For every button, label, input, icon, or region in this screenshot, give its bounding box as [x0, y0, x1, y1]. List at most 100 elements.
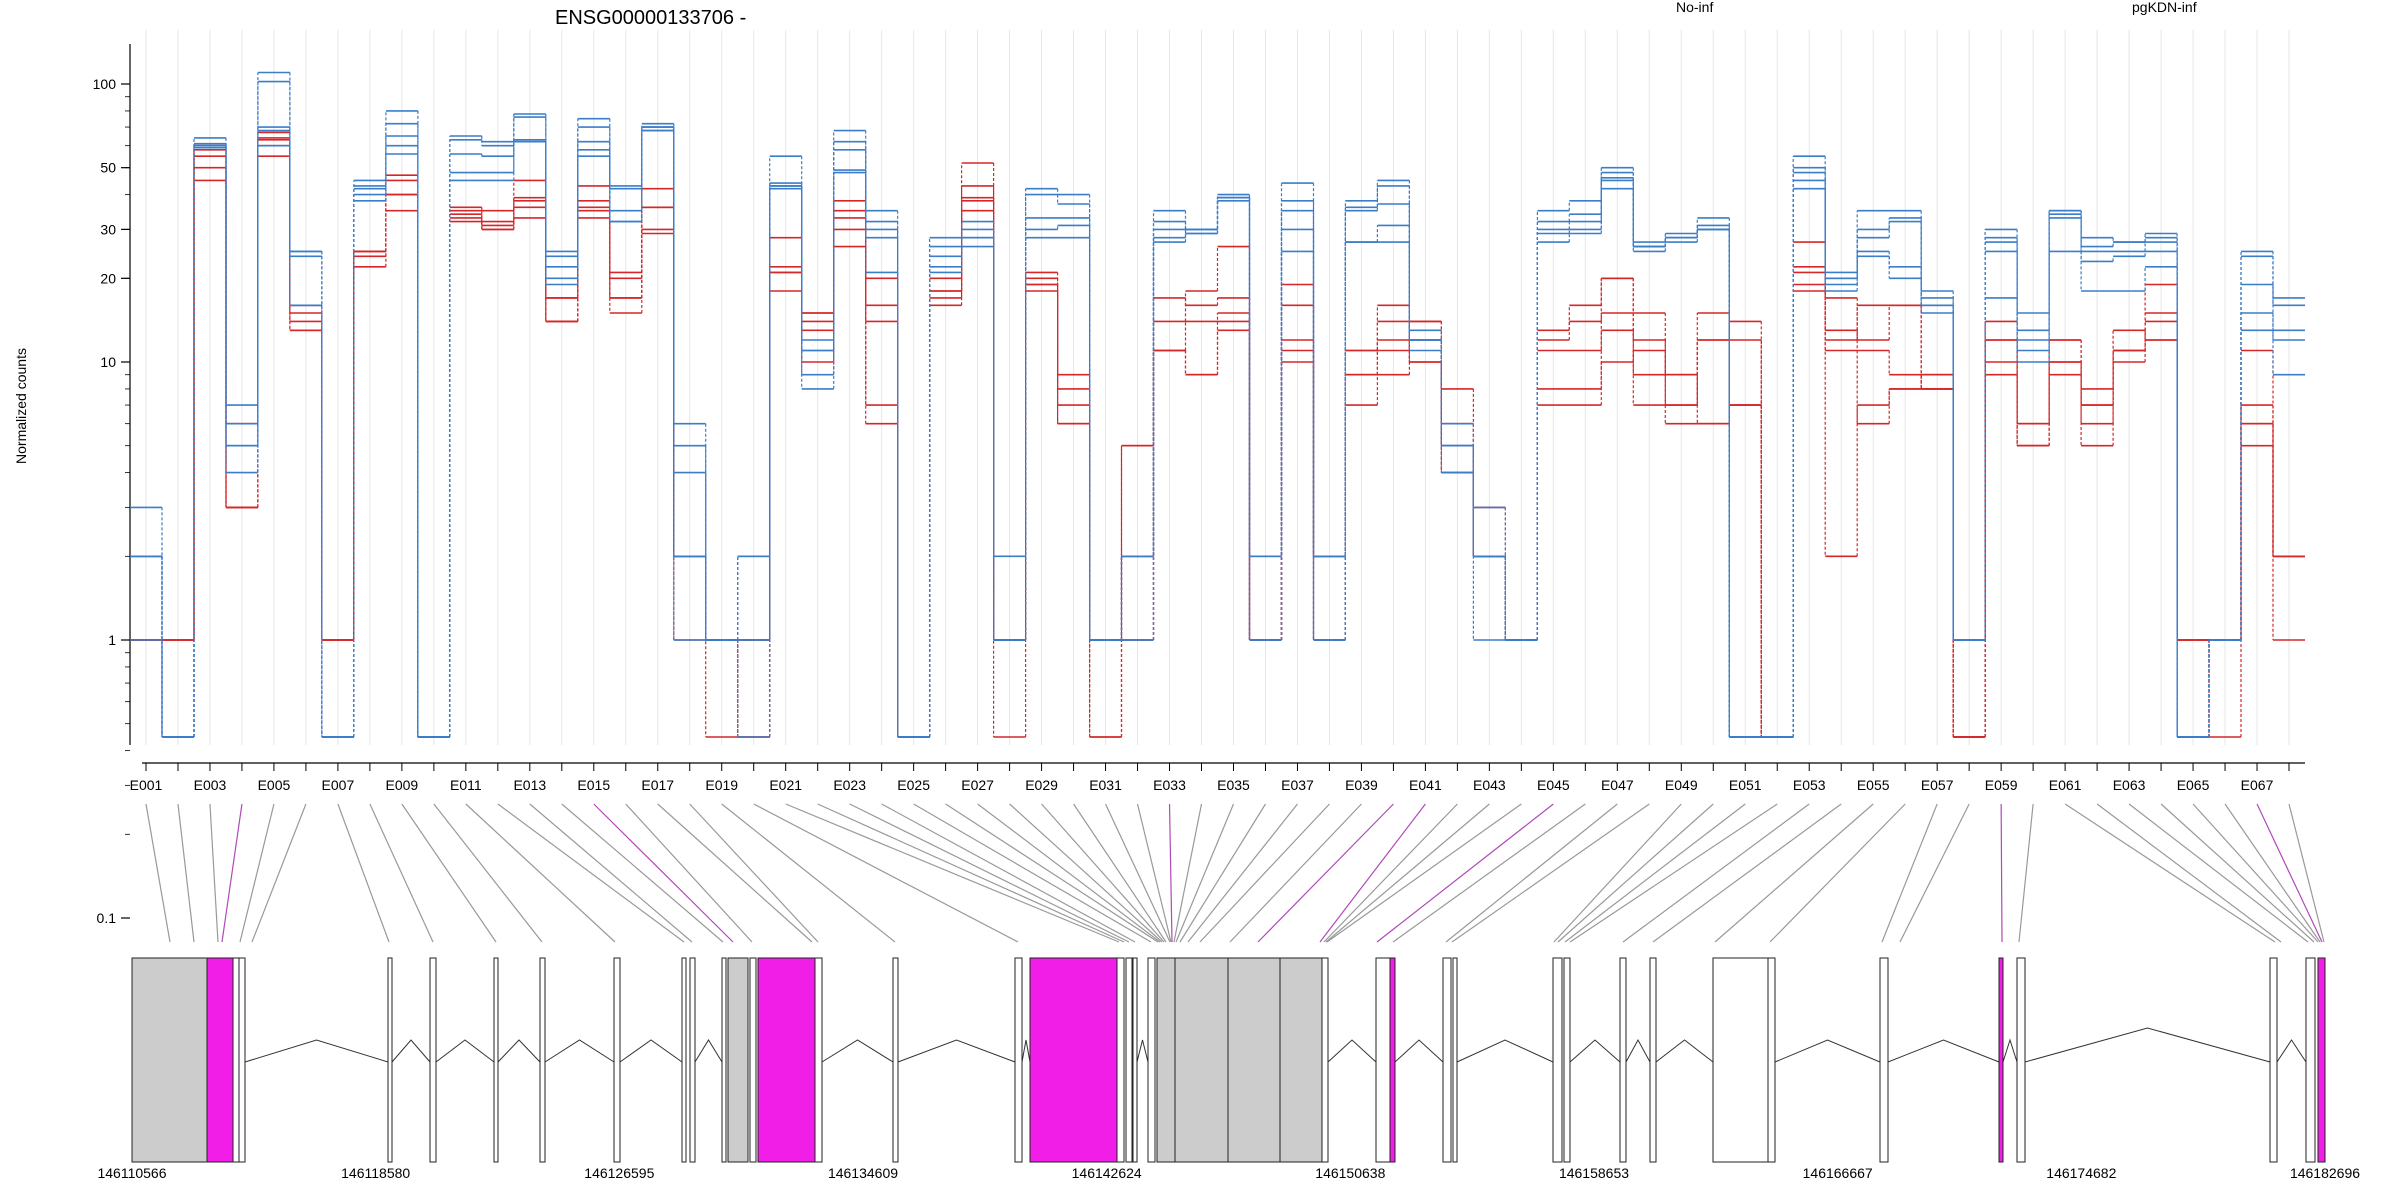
connector-E029	[1041, 803, 1165, 943]
exon-block-22	[1147, 957, 1156, 1163]
intron-41	[2276, 1039, 2307, 1063]
intron-17	[1021, 1039, 1031, 1063]
x-tick-label-E041: E041	[1409, 777, 1442, 793]
genomic-tick-label: 146142624	[1072, 1165, 1142, 1181]
connector-E024	[881, 803, 1136, 943]
exon-block-29	[1389, 957, 1396, 1163]
intron-39	[2002, 1038, 2018, 1063]
exon-block-43	[2317, 957, 2326, 1163]
exon-block-14	[757, 957, 816, 1163]
connector-E031	[1105, 803, 1171, 943]
connector-E040	[1257, 803, 1394, 943]
intron-33	[1569, 1039, 1621, 1063]
intron-40	[2024, 1027, 2271, 1063]
genomic-tick-label: 146126595	[584, 1165, 654, 1181]
exon-block-8	[613, 957, 621, 1163]
x-tick-label-E065: E065	[2177, 777, 2210, 793]
intron-29	[1394, 1039, 1444, 1063]
connector-E054	[1652, 803, 1842, 943]
exon-block-41	[2269, 957, 2278, 1163]
connector-E006	[251, 803, 307, 943]
connector-E008	[369, 803, 434, 943]
x-tick-label-E025: E025	[897, 777, 930, 793]
series-line-2-No-inf	[130, 144, 2305, 738]
connector-E028	[1009, 803, 1163, 943]
intron-27	[1327, 1039, 1377, 1063]
exon-block-4	[387, 957, 393, 1163]
x-tick-label-E047: E047	[1601, 777, 1634, 793]
intron-16	[897, 1039, 1016, 1063]
connector-E046	[1392, 803, 1586, 943]
intron-6	[497, 1039, 541, 1063]
exon-block-39	[1998, 957, 2004, 1163]
connector-E016	[625, 803, 753, 943]
series-connector-2-No-inf	[193, 145, 2274, 737]
series-line-9-pgKDN-inf	[130, 129, 2305, 738]
connector-E030	[1073, 803, 1167, 943]
genomic-tick-label: 146174682	[2046, 1165, 2116, 1181]
exon-block-12	[727, 957, 749, 1163]
exon-block-25	[1227, 957, 1281, 1163]
exon-block-26	[1279, 957, 1323, 1163]
intron-3	[244, 1039, 389, 1063]
connector-E026	[945, 803, 1159, 943]
exon-block-33	[1563, 957, 1571, 1163]
connector-E045	[1376, 803, 1554, 943]
x-tick-label-E007: E007	[322, 777, 355, 793]
intron-37	[1774, 1039, 1881, 1063]
connector-E014	[561, 803, 724, 943]
legend-no-inf: No-inf	[1676, 0, 1713, 15]
connector-E025	[913, 803, 1152, 943]
x-tick-label-E031: E031	[1089, 777, 1122, 793]
connector-E052	[1569, 803, 1778, 943]
x-tick-label-E033: E033	[1153, 777, 1186, 793]
connector-E012	[497, 803, 685, 943]
exon-axis: E001 E003 E005 E007 E009 E011 E013 E015 E017 E019…	[130, 762, 2305, 793]
exon-block-0	[131, 957, 208, 1163]
connector-E049	[1553, 803, 1682, 943]
connector-E039	[1229, 803, 1362, 943]
intron-4	[391, 1039, 431, 1063]
genomic-tick-label: 146110566	[97, 1165, 166, 1181]
genomic-tick-label: 146158653	[1559, 1165, 1629, 1181]
y-tick-label: 30	[100, 221, 116, 237]
connector-E010	[433, 803, 543, 943]
exon-block-1	[206, 957, 234, 1163]
exon-block-19	[1116, 957, 1125, 1163]
connector-E020	[753, 803, 1019, 943]
exon-block-10	[689, 957, 696, 1163]
connector-E034	[1173, 803, 1203, 943]
intron-31	[1456, 1039, 1554, 1063]
intron-38	[1887, 1039, 2000, 1063]
x-tick-label-E063: E063	[2113, 777, 2146, 793]
connector-E043	[1325, 803, 1490, 943]
connector-E058	[1899, 803, 1970, 943]
x-tick-label-E011: E011	[450, 777, 482, 793]
connector-E047	[1445, 803, 1618, 943]
connector-E041	[1319, 803, 1426, 943]
intron-5	[435, 1039, 495, 1063]
exon-block-31	[1452, 957, 1458, 1163]
connector-E001	[145, 803, 171, 943]
x-tick-label-E035: E035	[1217, 777, 1250, 793]
connector-E032	[1136, 803, 1172, 943]
exon-block-18	[1029, 957, 1118, 1163]
exon-block-16	[892, 957, 899, 1163]
y-tick-label: 100	[93, 76, 117, 92]
connector-E051	[1564, 803, 1746, 943]
exon-block-6	[493, 957, 499, 1163]
exon-block-38	[1879, 957, 1889, 1163]
exon-block-11	[721, 957, 727, 1163]
x-tick-label-E051: E051	[1729, 777, 1762, 793]
connector-E059	[2000, 803, 2003, 943]
genomic-coordinate-axis: 146110566 146118580 146126595 146134609 1461…	[97, 1165, 2360, 1181]
exon-block-30	[1442, 957, 1452, 1163]
x-tick-label-E001: E001	[130, 777, 163, 793]
x-tick-label-E009: E009	[386, 777, 419, 793]
genomic-tick-label: 146134609	[828, 1165, 898, 1181]
connector-E050	[1557, 803, 1714, 943]
connector-E023	[849, 803, 1130, 943]
exon-block-34	[1619, 957, 1627, 1163]
exon-block-27	[1321, 957, 1329, 1163]
connector-E037	[1187, 803, 1298, 943]
